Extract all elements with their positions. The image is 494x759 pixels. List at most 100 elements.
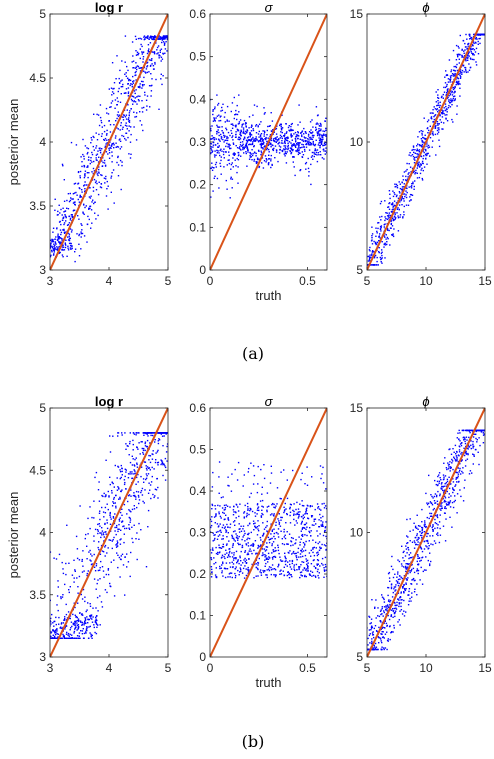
scatter-point — [62, 219, 64, 221]
scatter-point — [273, 131, 275, 133]
scatter-point — [389, 244, 391, 246]
scatter-point — [102, 533, 105, 536]
scatter-point — [89, 614, 92, 617]
scatter-point — [309, 144, 311, 146]
scatter-point — [267, 558, 269, 560]
scatter-point — [266, 542, 268, 544]
scatter-point — [247, 571, 250, 573]
scatter-point — [244, 560, 246, 563]
scatter-point — [213, 118, 216, 120]
scatter-point — [117, 542, 119, 544]
scatter-point — [210, 167, 212, 169]
scatter-point — [84, 618, 87, 620]
scatter-point — [257, 125, 259, 127]
scatter-point — [260, 539, 262, 541]
scatter-point — [404, 195, 406, 198]
scatter-point — [137, 481, 139, 483]
scatter-point — [445, 109, 447, 112]
scatter-point — [215, 531, 218, 533]
scatter-point — [155, 489, 158, 491]
scatter-point — [74, 251, 76, 253]
scatter-point — [85, 184, 87, 186]
scatter-point — [317, 131, 320, 133]
scatter-point — [303, 148, 306, 151]
scatter-point — [77, 586, 79, 588]
scatter-point — [415, 169, 417, 172]
scatter-point — [417, 536, 420, 539]
scatter-point — [307, 133, 310, 136]
scatter-point — [139, 67, 142, 69]
scatter-point — [116, 145, 118, 148]
scatter-point — [228, 552, 231, 554]
scatter-point — [266, 525, 268, 527]
scatter-point — [257, 140, 260, 142]
scatter-point — [236, 562, 238, 564]
scatter-point — [417, 538, 419, 541]
scatter-point — [305, 146, 308, 148]
scatter-point — [446, 83, 448, 86]
scatter-point — [297, 131, 299, 133]
scatter-point — [93, 149, 95, 151]
scatter-point — [251, 510, 254, 513]
scatter-point — [240, 155, 242, 157]
scatter-point — [443, 491, 445, 493]
scatter-point — [407, 542, 409, 544]
scatter-point — [254, 526, 257, 529]
scatter-point — [293, 143, 295, 145]
scatter-point — [325, 150, 327, 152]
scatter-point — [305, 510, 307, 513]
scatter-point — [283, 145, 285, 147]
scatter-point — [419, 172, 422, 175]
scatter-point — [131, 41, 134, 43]
scatter-point — [285, 508, 287, 510]
scatter-point — [159, 49, 161, 52]
scatter-point — [135, 74, 137, 76]
scatter-point — [86, 626, 88, 628]
scatter-point — [79, 177, 81, 179]
scatter-point — [301, 135, 303, 138]
scatter-point — [119, 469, 121, 471]
scatter-point — [134, 116, 136, 118]
scatter-point — [108, 88, 110, 90]
scatter-point — [226, 120, 228, 122]
scatter-point — [436, 133, 439, 135]
scatter-point — [260, 147, 263, 149]
y-tick-label: 5 — [39, 401, 46, 415]
scatter-point — [252, 544, 255, 547]
scatter-point — [107, 185, 109, 187]
scatter-point — [96, 153, 99, 155]
scatter-point — [150, 90, 153, 92]
scatter-point — [61, 163, 64, 166]
scatter-point — [410, 185, 412, 188]
scatter-point — [319, 533, 321, 535]
scatter-point — [299, 576, 301, 579]
scatter-point — [97, 523, 99, 526]
scatter-point — [479, 42, 481, 45]
scatter-point — [236, 171, 238, 174]
scatter-point — [233, 96, 235, 99]
scatter-point — [281, 140, 283, 142]
scatter-point — [290, 152, 292, 155]
scatter-point — [226, 139, 229, 142]
scatter-point — [119, 140, 122, 142]
scatter-point — [225, 179, 227, 182]
identity-line — [367, 14, 485, 270]
scatter-point — [398, 619, 400, 621]
scatter-point — [64, 246, 67, 249]
scatter-point — [67, 247, 69, 249]
scatter-point — [97, 579, 99, 581]
scatter-point — [470, 48, 472, 50]
panel-title: ϕ — [422, 0, 429, 15]
scatter-point — [299, 503, 301, 505]
scatter-point — [268, 141, 271, 144]
scatter-point — [272, 502, 274, 505]
scatter-point — [395, 608, 398, 610]
scatter-point — [281, 543, 284, 545]
scatter-point — [128, 494, 131, 496]
scatter-point — [325, 117, 327, 119]
scatter-point — [261, 157, 264, 159]
scatter-point — [305, 168, 307, 170]
scatter-point — [295, 144, 297, 146]
scatter-point — [94, 181, 97, 184]
scatter-point — [61, 248, 63, 251]
